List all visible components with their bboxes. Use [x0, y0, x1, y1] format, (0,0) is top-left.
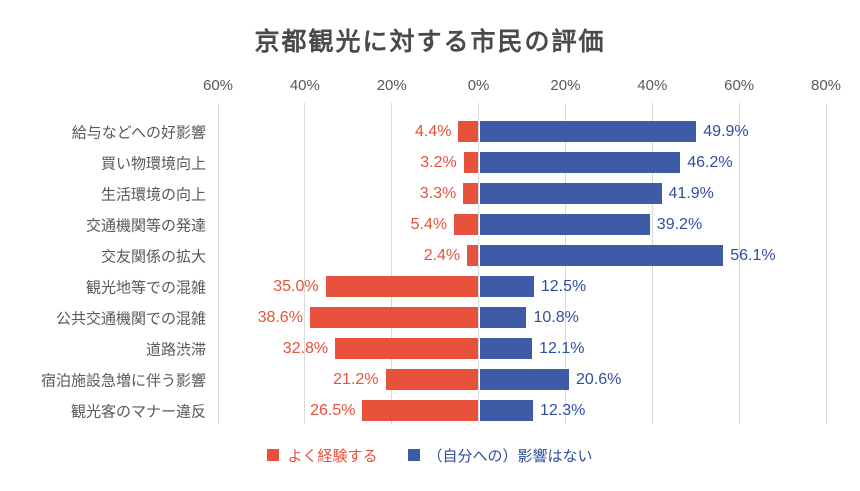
legend-swatch-red-icon: [267, 449, 280, 461]
bar-no-effect: [479, 400, 533, 421]
bar-no-effect: [479, 152, 681, 173]
gridline: [738, 103, 740, 424]
bar-well-experienced: [463, 183, 478, 204]
value-label-blue: 12.1%: [539, 339, 585, 357]
legend-item-well-experienced: よく経験する: [267, 445, 378, 466]
x-axis-tick-label: 0%: [467, 77, 490, 94]
value-label-blue: 12.3%: [539, 401, 586, 419]
x-axis-tick-label: 40%: [289, 77, 320, 94]
gridline: [304, 103, 306, 424]
category-label: 買い物環境向上: [100, 155, 206, 172]
bar-no-effect: [479, 276, 534, 297]
category-label: 観光客のマナー違反: [70, 403, 206, 420]
value-label-red: 4.4%: [415, 122, 452, 140]
category-label: 給与などへの好影響: [71, 124, 206, 141]
bar-well-experienced: [467, 245, 478, 266]
category-label: 生活環境の向上: [100, 186, 206, 203]
x-axis-tick-label: 20%: [376, 77, 407, 94]
x-axis-tick-label: 20%: [550, 77, 581, 94]
category-label: 公共交通機関での混雑: [55, 310, 206, 327]
bar-no-effect: [479, 369, 570, 390]
bar-no-effect: [479, 307, 527, 328]
gridline: [391, 103, 393, 424]
value-label-red: 21.2%: [333, 370, 379, 388]
bar-well-experienced: [385, 369, 478, 390]
gridline: [478, 103, 480, 424]
legend-item-no-effect: （自分への）影響はない: [407, 445, 593, 466]
bar-well-experienced: [362, 400, 478, 421]
legend-swatch-blue-icon: [407, 449, 420, 461]
value-label-blue: 46.2%: [687, 153, 733, 171]
bar-well-experienced: [325, 276, 478, 297]
category-label: 交通機関等の発達: [85, 217, 206, 234]
bar-well-experienced: [458, 121, 478, 142]
bar-no-effect: [479, 183, 662, 204]
bar-well-experienced: [335, 338, 478, 359]
chart-title: 京都観光に対する市民の評価: [254, 28, 606, 56]
value-label-red: 38.6%: [257, 308, 303, 326]
bar-well-experienced: [454, 214, 478, 235]
value-label-red: 26.5%: [310, 401, 356, 419]
bar-no-effect: [479, 214, 650, 235]
value-label-red: 35.0%: [273, 277, 319, 295]
legend: よく経験する （自分への）影響はない: [0, 444, 860, 466]
category-label: 交友関係の拡大: [100, 248, 206, 265]
x-axis-tick-label: 80%: [810, 77, 842, 94]
value-label-red: 32.8%: [282, 339, 329, 357]
bar-no-effect: [479, 338, 533, 359]
bar-no-effect: [479, 121, 697, 142]
value-label-red: 3.3%: [419, 184, 457, 202]
value-label-red: 5.4%: [410, 215, 448, 233]
legend-label: よく経験する: [287, 447, 378, 465]
gridline: [217, 103, 219, 424]
value-label-blue: 20.6%: [576, 370, 622, 388]
value-label-red: 2.4%: [423, 246, 461, 264]
x-axis-tick-label: 40%: [637, 77, 668, 94]
category-label: 宿泊施設急増に伴う影響: [40, 372, 206, 389]
bar-well-experienced: [463, 152, 478, 173]
gridline: [825, 103, 827, 424]
value-label-blue: 56.1%: [730, 246, 776, 264]
x-axis-tick-label: 60%: [202, 77, 234, 94]
value-label-blue: 39.2%: [656, 215, 703, 233]
bar-no-effect: [479, 245, 724, 266]
x-axis-tick-label: 60%: [724, 77, 755, 94]
legend-label: （自分への）影響はない: [427, 447, 593, 465]
value-label-red: 3.2%: [420, 153, 457, 171]
category-label: 道路渋滞: [145, 341, 206, 358]
value-label-blue: 12.5%: [540, 277, 587, 295]
category-label: 観光地等での混雑: [85, 279, 206, 296]
bar-well-experienced: [309, 307, 478, 328]
value-label-blue: 49.9%: [703, 122, 749, 140]
value-label-blue: 41.9%: [668, 184, 714, 202]
value-label-blue: 10.8%: [533, 308, 579, 326]
